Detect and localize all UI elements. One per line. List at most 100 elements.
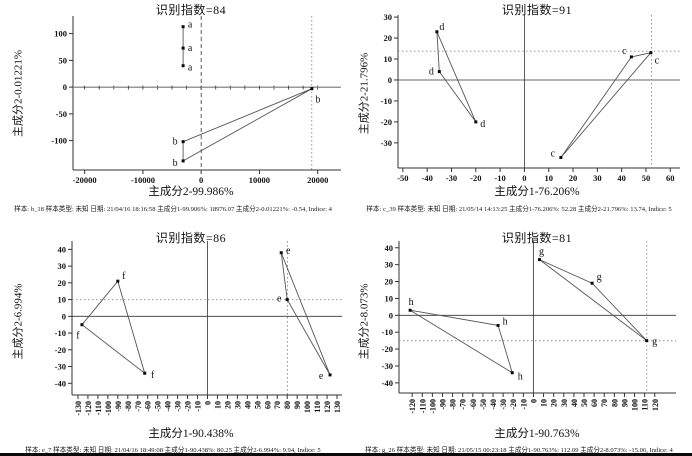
x-tick-label: 130 [333,401,342,413]
sample-point[interactable] [629,55,633,59]
y-tick-label: -40 [382,378,393,388]
sample-point[interactable] [285,298,289,302]
sample-point[interactable] [435,30,439,34]
x-tick-label: 40 [570,399,579,407]
y-tick-label: 30 [385,260,394,270]
sample-info-caption: 样本: b_18 样本类型: 未知 日期: 21/04/16 18:16:58 … [14,206,332,213]
x-tick-label: -130 [74,401,83,416]
y-tick-label: -10 [55,328,66,338]
y-tick-label: -10 [382,327,393,337]
x-axis-label: 主成分1-76.206% [494,186,580,198]
sample-point[interactable] [181,64,185,68]
sample-point[interactable] [181,25,185,29]
y-tick-label: 0 [63,82,67,92]
x-tick-label: 120 [323,401,332,413]
sample-point[interactable] [328,373,332,377]
cluster-outline [539,259,648,341]
sample-point[interactable] [649,51,653,55]
sample-point[interactable] [143,371,147,375]
pca-plot-svg[interactable]: 30 20 10 0 -10 -20 -30 -50 -40 -30 -20 -10 0 10 20 30 40… [346,0,692,228]
x-tick-label: -20000 [73,175,97,185]
x-tick-label: 50 [580,399,589,407]
x-tick-label: 60 [590,399,599,407]
x-axis-label: 主成分2-99.986% [148,186,234,198]
x-tick-label: -30 [499,399,508,410]
x-tick-label: 20000 [307,175,328,185]
cluster-outline [560,51,653,158]
x-tick-label: -60 [469,399,478,410]
y-tick-label: 0 [62,311,66,321]
x-tick-label: 90 [293,401,302,409]
sample-point[interactable] [437,70,441,74]
sample-point[interactable] [181,140,185,144]
x-tick-label: 10 [544,173,553,183]
x-tick-label: 10000 [249,175,270,185]
y-tick-label: -20 [382,344,393,354]
y-tick-label: -100 [51,136,67,146]
sample-label: b [173,137,178,148]
x-tick-label: -20 [470,173,481,183]
sample-info-caption: 样本: e_7 样本类型: 未知 日期: 21/04/16 18:49:08 主… [25,447,321,454]
sample-point[interactable] [559,156,563,160]
sample-point[interactable] [181,46,185,50]
x-axis-label: 主成分1-90.763% [494,428,580,440]
sample-label: a [188,63,193,74]
sample-point[interactable] [590,281,594,285]
sample-point[interactable] [538,258,542,262]
sample-point[interactable] [496,323,500,327]
plot-title: 识别指数=81 [501,231,573,245]
sample-label: f [122,271,126,282]
x-tick-label: -80 [449,399,458,410]
sample-point[interactable] [279,251,283,255]
x-tick-label: 10 [213,401,222,409]
y-tick-label: -10 [381,96,392,106]
x-tick-label: -80 [124,401,133,412]
cluster-outline [81,280,146,375]
sample-label: d [439,22,444,33]
sample-label: h [503,316,508,327]
sample-label: g [652,337,657,348]
sample-label: b [173,158,178,169]
x-tick-label: -110 [94,401,103,415]
sample-point[interactable] [116,279,120,283]
x-tick-label: 20 [223,401,232,409]
y-tick-label: 10 [58,295,67,305]
sample-point[interactable] [181,159,185,163]
x-tick-label: 50 [253,401,262,409]
y-tick-label: 20 [58,278,67,288]
sample-point[interactable] [80,323,84,327]
x-tick-label: 110 [313,401,322,413]
x-tick-label: 40 [617,173,626,183]
sample-point[interactable] [510,371,514,375]
sample-point[interactable] [408,308,412,312]
plot-title: 识别指数=91 [501,3,573,17]
x-tick-label: 0 [199,175,203,185]
x-tick-label: -50 [397,173,408,183]
y-tick-label: -20 [381,117,392,127]
sample-point[interactable] [645,339,649,343]
sample-label: e [277,294,282,305]
sample-point[interactable] [310,87,314,91]
x-tick-label: 10 [540,399,549,407]
sample-label: d [480,119,485,130]
x-tick-label: -60 [144,401,153,412]
x-tick-label: 50 [642,173,651,183]
sample-point[interactable] [474,120,478,124]
sample-info-caption: 样本: g_26 样本类型: 未知 日期: 21/05/15 00:23:18 … [365,447,673,454]
x-tick-label: -20 [184,401,193,412]
sample-label: e [286,246,291,257]
x-tick-label: -10 [519,399,528,410]
x-tick-label: -10 [194,401,203,412]
y-tick-label: 20 [385,277,394,287]
plot-title: 识别指数=86 [155,231,227,245]
x-tick-label: 80 [283,401,292,409]
x-tick-label: -40 [489,399,498,410]
y-tick-label: 30 [384,12,393,22]
pca-plot-4: 识别指数=81 主成分2-8.073% 40 30 20 10 0 -10 -20 -30 -4… [346,228,692,456]
sample-info-caption: 样本: c_39 样本类型: 未知 日期: 21/05/14 14:13:25 … [366,206,672,213]
sample-label: c [655,56,660,67]
x-tick-label: -70 [134,401,143,412]
